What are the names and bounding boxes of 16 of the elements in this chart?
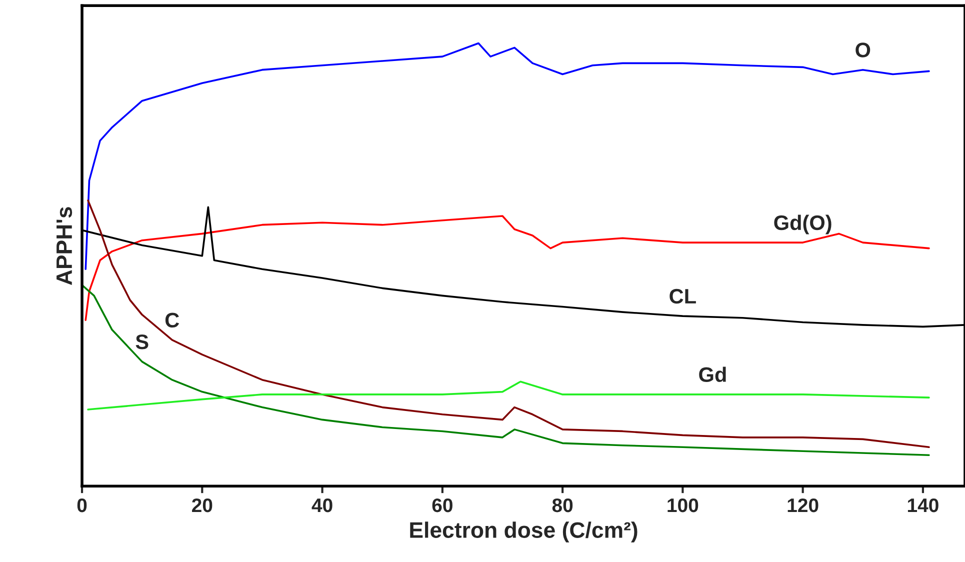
annotation: O: [856, 42, 870, 58]
x-tick-label: 0: [77, 498, 87, 512]
annotation: Gd: [699, 366, 726, 382]
annotation: C: [165, 312, 180, 328]
annotation: S: [136, 334, 148, 350]
x-tick-label: 80: [552, 498, 573, 512]
annotation: Gd(O): [774, 214, 832, 234]
x-axis-title: Electron dose (C/cm²): [410, 522, 638, 542]
y-axis-title: APPH's: [56, 207, 72, 286]
x-tick-label: 120: [788, 498, 818, 512]
annotation: CL: [670, 288, 696, 304]
x-tick-label: 140: [908, 498, 938, 512]
x-tick-label: 20: [192, 498, 212, 512]
x-tick-label: 40: [312, 498, 332, 512]
x-tick-label: 60: [432, 498, 452, 512]
x-tick-label: 100: [668, 498, 698, 512]
